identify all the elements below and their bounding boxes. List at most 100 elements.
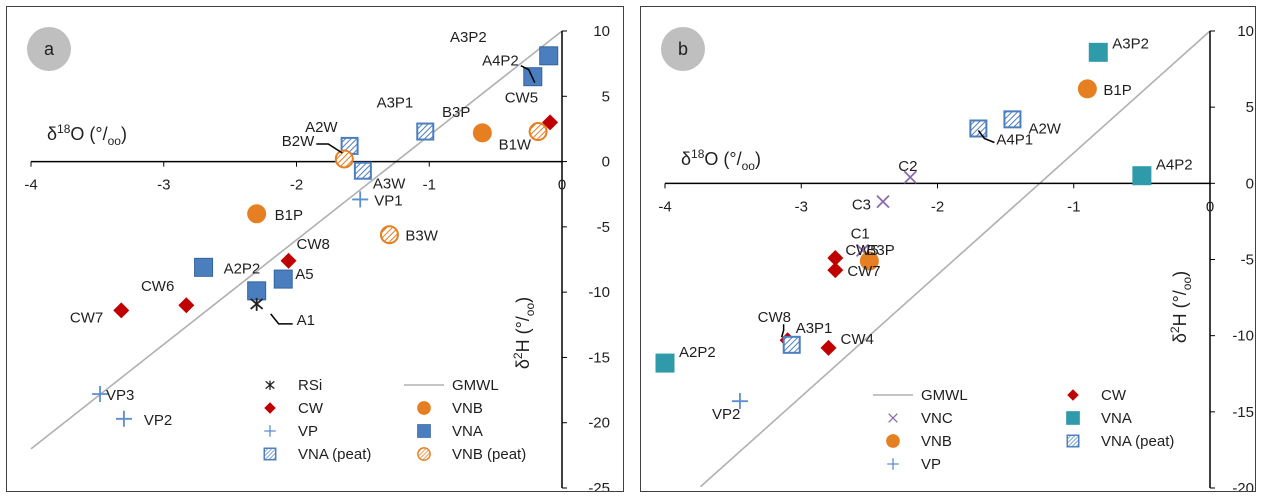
vp-point xyxy=(92,385,109,402)
x-tick-label: 0 xyxy=(1206,198,1214,215)
point-label-b3w: B3W xyxy=(405,228,438,245)
legend-item-vna-peat: VNA (peat) xyxy=(1066,433,1174,450)
diamond-marker-icon xyxy=(827,249,844,266)
panel-label: a xyxy=(44,39,55,59)
vna-point xyxy=(1066,411,1080,425)
vnc-point xyxy=(903,170,917,184)
square-marker-icon xyxy=(1066,411,1080,425)
hatched-circle-marker-icon xyxy=(379,225,399,245)
legend: RSi GMWL CW VNB VP VNA VNA (peat) VNB (peat) xyxy=(263,377,526,463)
legend-label: VP xyxy=(298,423,318,440)
label-leader-line xyxy=(270,313,293,325)
y-axis-title: δ2H (°/oo) xyxy=(1168,271,1194,343)
diamond-marker-icon xyxy=(820,339,837,356)
diamond-marker-icon xyxy=(827,262,844,279)
legend-label: VNA xyxy=(452,423,483,440)
legend-item-vnc: VNC xyxy=(888,410,953,427)
label-leader-line xyxy=(316,143,343,154)
legend-item-vna-peat: VNA (peat) xyxy=(263,446,371,463)
legend-item-vnb: VNB xyxy=(886,433,952,450)
point-label-a3p1: A3P1 xyxy=(377,95,414,112)
y-tick-label: 10 xyxy=(593,23,610,40)
vp-point xyxy=(352,191,369,208)
square-marker-icon xyxy=(247,281,267,301)
y-tick-label: -5 xyxy=(1241,252,1254,269)
vp-point xyxy=(731,393,748,410)
x-tick-label: 0 xyxy=(558,177,566,194)
legend-swatch xyxy=(417,401,431,415)
circle-marker-icon xyxy=(417,401,431,415)
square-marker-icon xyxy=(273,269,293,289)
y-tick-label: 5 xyxy=(602,88,610,105)
vna-peat-point xyxy=(263,447,277,461)
y-tick-label: 0 xyxy=(1246,175,1254,192)
hatched-square-marker-icon xyxy=(782,335,801,354)
hatched-circle-marker-icon xyxy=(334,149,354,169)
gmwl-line xyxy=(30,30,563,450)
diamond-marker-icon xyxy=(178,297,195,314)
vp-point xyxy=(264,425,276,437)
legend-swatch xyxy=(886,434,900,448)
legend-swatch xyxy=(888,413,898,423)
hatched-square-marker-icon xyxy=(353,161,372,180)
y-tick-label: -5 xyxy=(597,219,610,236)
point-label-vp2: VP2 xyxy=(712,406,740,423)
plus-marker-icon xyxy=(264,425,276,437)
circle-marker-icon xyxy=(1077,79,1097,99)
square-marker-icon xyxy=(539,46,559,66)
legend-item-vnb-peat: VNB (peat) xyxy=(417,446,526,463)
vna-point xyxy=(417,424,431,438)
diamond-marker-icon xyxy=(280,252,297,269)
legend-label: VNC xyxy=(921,410,953,427)
y-tick-label: -20 xyxy=(588,415,610,432)
x-tick-label: -2 xyxy=(931,198,944,215)
diamond-marker-icon xyxy=(264,402,276,414)
plus-marker-icon xyxy=(731,393,748,410)
plus-marker-icon xyxy=(887,458,899,470)
point-label-cw8: CW8 xyxy=(758,309,791,326)
vna-peat-point xyxy=(1066,434,1080,448)
point-label-a1: A1 xyxy=(297,312,315,329)
legend-swatch xyxy=(263,447,277,461)
y-tick-label: -25 xyxy=(588,480,610,491)
legend-swatch xyxy=(264,402,276,414)
point-label-b1p: B1P xyxy=(275,207,303,224)
legend-swatch xyxy=(887,458,899,470)
point-label-a4p2: A4P2 xyxy=(1156,157,1193,174)
point-label-b3p: B3P xyxy=(442,104,470,121)
legend-swatch xyxy=(264,425,276,437)
cw-point xyxy=(178,297,195,314)
x-tick-label: -4 xyxy=(658,198,671,215)
vnb-point xyxy=(472,123,492,143)
rsi-point xyxy=(250,297,264,311)
label-leader-line xyxy=(520,65,536,84)
point-label-cw5: CW5 xyxy=(845,242,878,259)
cw-point xyxy=(820,339,837,356)
point-label-b1p: B1P xyxy=(1103,82,1131,99)
vna-point xyxy=(1088,42,1108,62)
point-label-a2w: A2W xyxy=(1028,120,1061,137)
cw-point xyxy=(1067,389,1079,401)
cw-point xyxy=(264,402,276,414)
vnb-peat-point xyxy=(528,122,548,142)
point-label-a3p1: A3P1 xyxy=(796,320,833,337)
legend-label: VNA (peat) xyxy=(1101,433,1174,450)
legend-item-rsi: RSi xyxy=(265,377,322,394)
point-label-a4p1: A4P1 xyxy=(996,131,1033,148)
vp-point xyxy=(115,410,132,427)
legend-swatch xyxy=(417,424,431,438)
label-leader-line xyxy=(780,324,785,338)
vnb-point xyxy=(859,251,879,271)
vna-point xyxy=(273,269,293,289)
vnb-point xyxy=(1077,79,1097,99)
vna-point xyxy=(194,257,214,277)
chart-panel-b: -4 -3 -2 -1 0 10 5 0 -5 -10 -15 -20 δ18O (°/oo) δ2H (… xyxy=(640,6,1256,492)
cw-point xyxy=(113,302,130,319)
point-label-cw8: CW8 xyxy=(297,236,330,253)
cw-point xyxy=(827,249,844,266)
x-marker-icon xyxy=(888,413,898,423)
vnc-point xyxy=(888,413,898,423)
square-marker-icon xyxy=(1132,166,1152,186)
